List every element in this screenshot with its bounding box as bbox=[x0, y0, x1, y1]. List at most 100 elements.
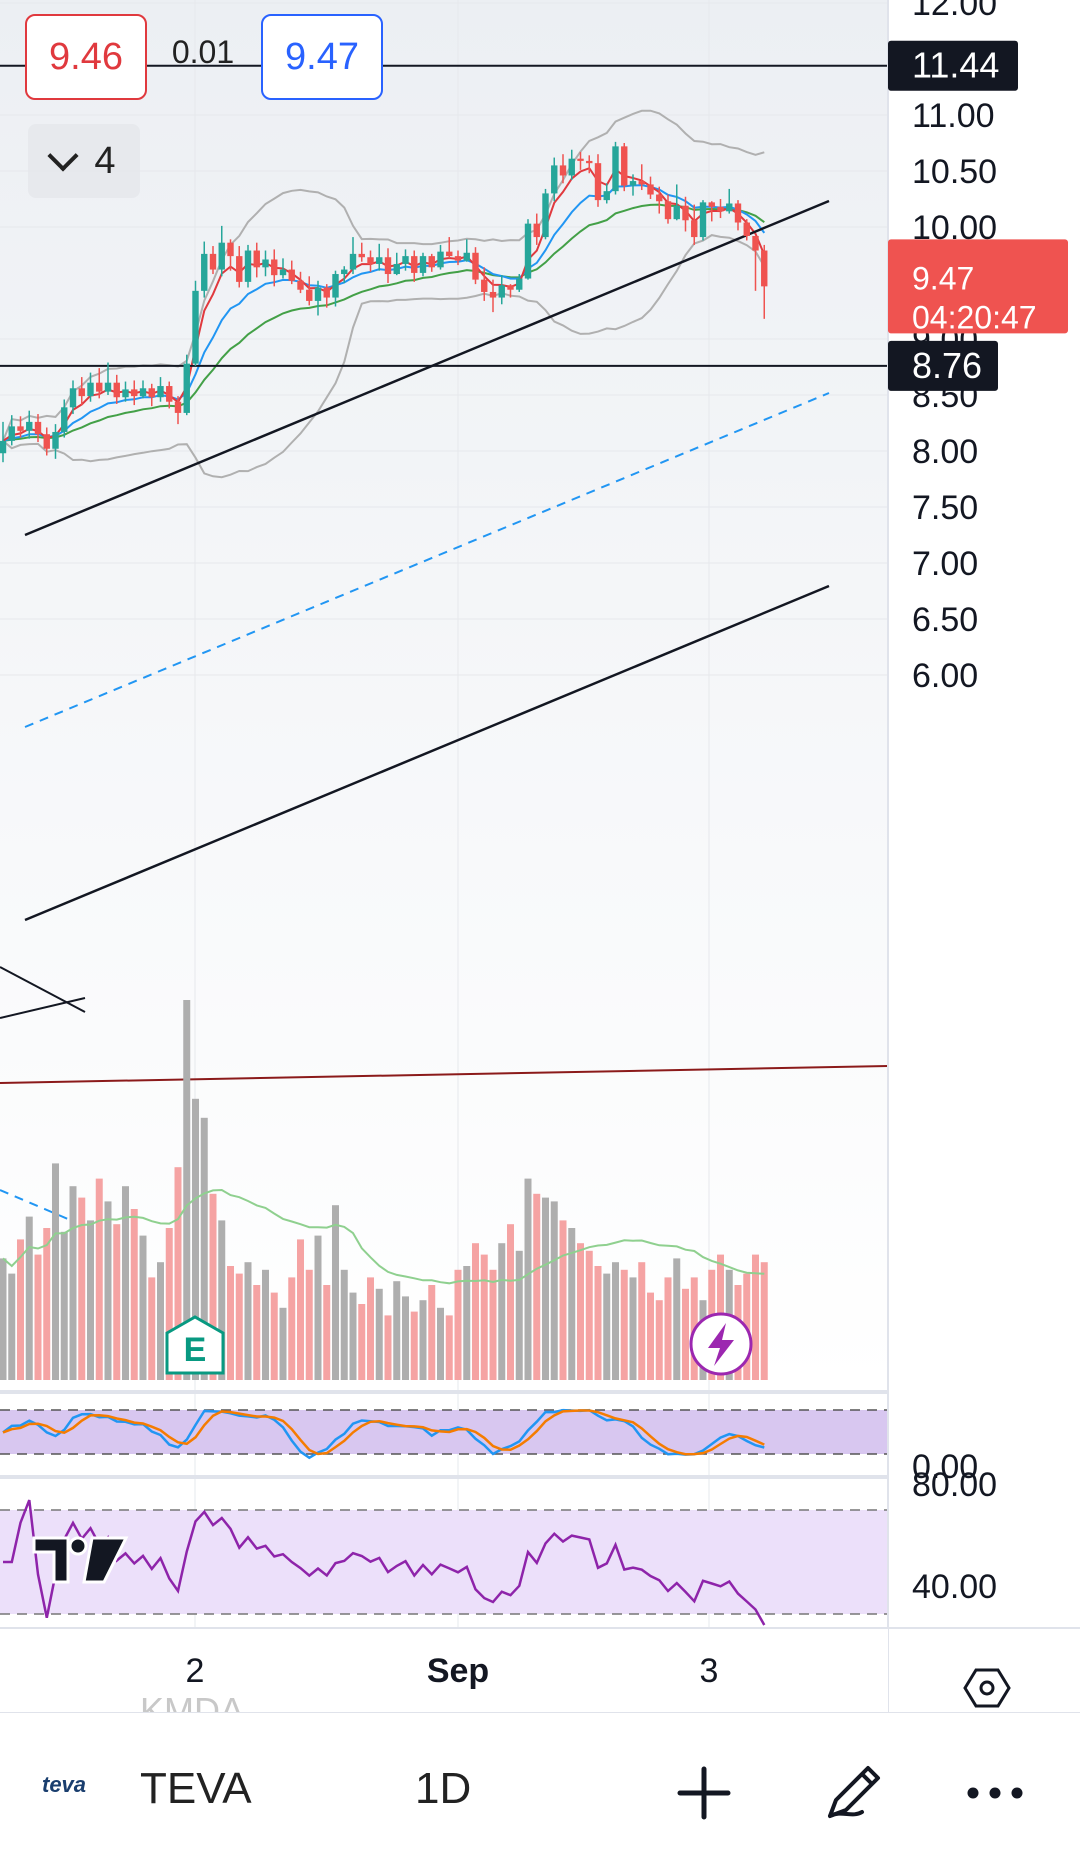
candle-body bbox=[752, 235, 759, 251]
candle-body bbox=[638, 181, 645, 185]
more-icon[interactable] bbox=[965, 1778, 1025, 1808]
volume-ma-line bbox=[2, 1188, 765, 1285]
volume-bar bbox=[437, 1307, 444, 1380]
candle-body bbox=[332, 274, 339, 298]
candle-body bbox=[376, 257, 383, 264]
candle-body bbox=[612, 146, 619, 192]
candle-body bbox=[699, 202, 707, 238]
candle-body bbox=[761, 250, 768, 287]
volume-bar bbox=[332, 1205, 339, 1380]
candle-body bbox=[104, 382, 112, 392]
candle-body bbox=[288, 269, 295, 281]
candle-body bbox=[279, 269, 287, 276]
pen-icon[interactable] bbox=[822, 1760, 886, 1824]
price-label-box bbox=[888, 340, 998, 391]
candle-body bbox=[113, 382, 120, 398]
bottom-toolbar bbox=[0, 1712, 1080, 1852]
tradingview-logo-part bbox=[32, 1536, 70, 1584]
volume-bar bbox=[542, 1197, 549, 1380]
volume-bar bbox=[305, 1269, 313, 1380]
interval-button[interactable]: 1D bbox=[415, 1764, 472, 1813]
stoch-axis-tick: 0.00 bbox=[912, 1448, 978, 1486]
candle-body bbox=[253, 250, 260, 268]
volume-bar bbox=[375, 1288, 383, 1380]
volume-bar bbox=[253, 1285, 261, 1380]
candle-body bbox=[297, 280, 304, 290]
candle-body bbox=[148, 388, 155, 398]
candle-body bbox=[656, 194, 663, 202]
volume-bar bbox=[17, 1239, 24, 1380]
candle-body bbox=[489, 291, 497, 298]
candle-body bbox=[516, 278, 523, 290]
ask-price-button[interactable]: 9.47 bbox=[261, 14, 383, 100]
symbol-button[interactable]: TEVA bbox=[140, 1764, 252, 1813]
candle-body bbox=[691, 220, 698, 238]
candle-body bbox=[227, 242, 234, 257]
candle-body bbox=[349, 253, 357, 270]
time-axis-label: 3 bbox=[700, 1652, 719, 1690]
volume-bar bbox=[43, 1228, 51, 1380]
price-label-text: 8.76 bbox=[912, 345, 982, 386]
rsi-axis-tick: 80.00 bbox=[912, 1466, 997, 1504]
chart-canvas[interactable]: E12.0011.0010.5010.009.008.508.007.507.0… bbox=[0, 0, 1080, 1712]
volume-bar bbox=[358, 1304, 366, 1380]
long-support-line bbox=[0, 1065, 889, 1084]
plus-icon[interactable] bbox=[676, 1765, 732, 1821]
earnings-icon bbox=[165, 1315, 225, 1375]
volume-bar bbox=[183, 1000, 191, 1380]
candle-body bbox=[446, 251, 453, 257]
candle-body bbox=[166, 386, 173, 402]
settings-icon bbox=[963, 1668, 1011, 1708]
price-label-box bbox=[888, 40, 1018, 91]
price-axis-tick: 6.00 bbox=[912, 657, 978, 695]
candle-body bbox=[594, 163, 602, 201]
volume-bar bbox=[410, 1311, 418, 1380]
bid-price-button[interactable]: 9.46 bbox=[25, 14, 147, 100]
volume-bar bbox=[585, 1250, 593, 1380]
candle-body bbox=[682, 205, 689, 221]
volume-bar bbox=[69, 1186, 77, 1380]
candle-body bbox=[533, 223, 540, 238]
legend-collapse-button[interactable]: 4 bbox=[28, 124, 140, 198]
candle-body bbox=[78, 388, 85, 397]
main-pane-gradient bbox=[0, 0, 888, 1388]
price-axis-tick: 7.50 bbox=[912, 489, 978, 527]
volume-bar bbox=[367, 1277, 374, 1380]
candle-body bbox=[393, 263, 400, 275]
candle-body bbox=[209, 253, 217, 270]
volume-bar bbox=[760, 1262, 768, 1380]
volume-bar bbox=[122, 1186, 129, 1380]
candle-body bbox=[0, 440, 7, 454]
volume-bar bbox=[577, 1243, 584, 1380]
price-axis-tick: 11.00 bbox=[912, 97, 995, 135]
tradingview-logo-part bbox=[68, 1536, 88, 1556]
volume-bar bbox=[113, 1224, 121, 1380]
price-axis-tick: 7.00 bbox=[912, 545, 978, 583]
candle-body bbox=[358, 253, 365, 258]
teva-logo: teva bbox=[42, 1772, 87, 1797]
candle-body bbox=[262, 259, 269, 268]
candle-body bbox=[17, 426, 24, 431]
volume-bar bbox=[130, 1209, 138, 1380]
volume-bar bbox=[673, 1258, 681, 1380]
ma-mid-line bbox=[2, 184, 766, 442]
volume-bar bbox=[655, 1300, 663, 1380]
ma-fast-line bbox=[2, 166, 766, 442]
chevron-down-icon bbox=[47, 140, 79, 172]
price-axis-tick: 6.50 bbox=[912, 601, 978, 639]
candle-body bbox=[122, 389, 129, 398]
volume-bar bbox=[507, 1224, 514, 1380]
candle-body bbox=[244, 250, 252, 282]
candle-body bbox=[218, 242, 225, 270]
candle-body bbox=[743, 222, 750, 236]
candle-body bbox=[726, 203, 733, 212]
candle-body bbox=[96, 382, 103, 392]
candle-body bbox=[428, 256, 435, 268]
time-axis-label: 2 bbox=[186, 1652, 205, 1690]
volume-bar bbox=[52, 1163, 59, 1380]
price-axis-tick: 8.00 bbox=[912, 433, 978, 471]
pane-separator bbox=[0, 1390, 1080, 1394]
candle-body bbox=[87, 382, 94, 397]
candle-body bbox=[603, 191, 610, 201]
volume-bar bbox=[603, 1273, 611, 1380]
